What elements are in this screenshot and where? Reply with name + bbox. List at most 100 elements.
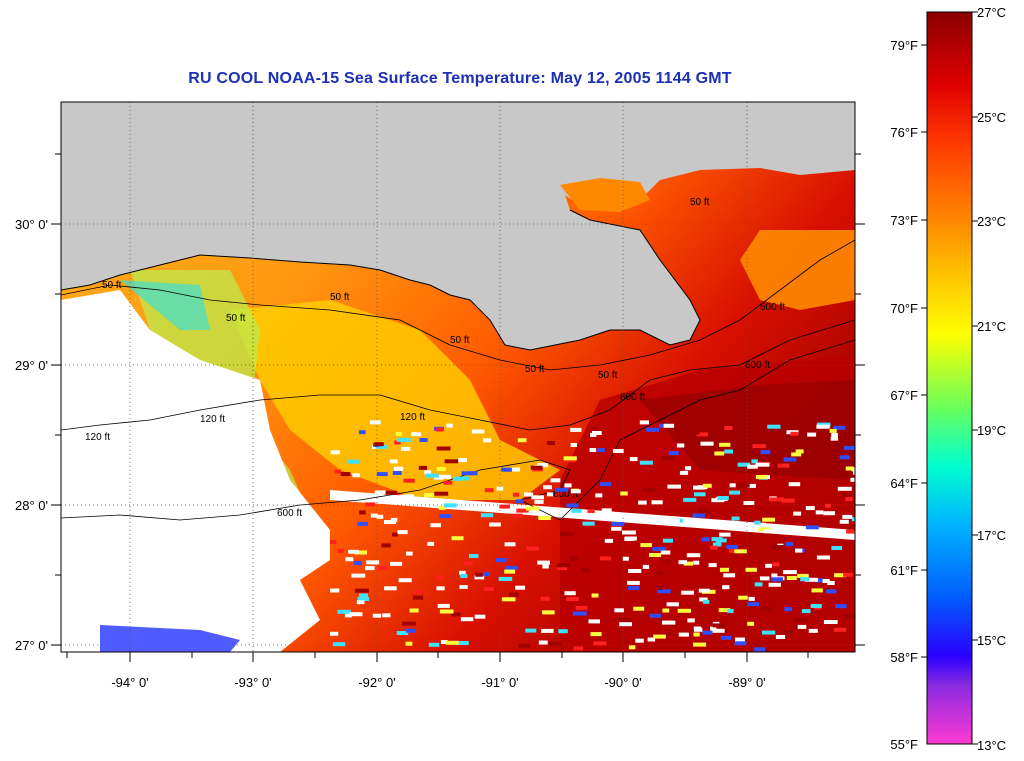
cloud-pixel: [692, 513, 705, 518]
cloud-pixel: [400, 494, 407, 499]
cloud-pixel: [693, 642, 707, 647]
data-gap-stripe: [330, 490, 855, 540]
cloud-pixel: [575, 605, 588, 610]
cloud-pixel: [588, 619, 600, 624]
cloud-pixel: [797, 573, 809, 578]
cloud-pixel: [489, 522, 501, 527]
cloud-pixel: [663, 538, 673, 543]
cloud-pixel: [825, 503, 831, 508]
cloud-pixel: [718, 608, 731, 613]
cloud-pixel: [498, 576, 513, 581]
cloud-pixel: [653, 634, 666, 639]
colorbar-c-label: 25°C: [977, 110, 1006, 125]
cloud-pixel: [698, 588, 710, 593]
cloud-pixel: [402, 621, 416, 626]
cloud-pixel: [516, 508, 529, 513]
cloud-pixel: [581, 568, 590, 573]
colorbar-ticks: [921, 11, 978, 745]
cloud-pixel: [345, 557, 354, 562]
cloud-pixel: [369, 560, 378, 565]
cloud-pixel: [687, 430, 700, 435]
cloud-pixel: [357, 521, 368, 526]
cloud-pixel: [702, 630, 713, 635]
cloud-pixel: [612, 449, 624, 453]
cloud-pixel: [372, 613, 382, 618]
cloud-pixel: [439, 514, 451, 519]
cloud-pixel: [652, 546, 666, 551]
cloud-pixel: [460, 574, 468, 578]
cloud-pixel: [436, 427, 444, 432]
cloud-pixel: [534, 499, 544, 504]
cloud-pixel: [446, 423, 453, 428]
cloud-pixel: [570, 489, 581, 494]
cloud-pixel: [542, 564, 549, 569]
isobath-label: 50 ft: [598, 370, 618, 381]
cloud-pixel: [660, 550, 671, 555]
cloud-pixel: [694, 492, 706, 497]
cloud-pixel: [439, 609, 454, 614]
cloud-pixel: [816, 555, 830, 560]
cloud-pixel: [781, 498, 795, 503]
cloud-pixel: [570, 556, 578, 561]
cloud-pixel: [640, 543, 652, 548]
cloud-pixel: [428, 642, 440, 647]
cloud-pixel: [841, 493, 853, 498]
cloud-pixel: [525, 506, 540, 511]
cloud-pixel: [686, 553, 701, 558]
cloud-pixel: [804, 577, 819, 582]
cloud-pixel: [412, 595, 424, 600]
cloud-pixel: [600, 482, 612, 487]
cloud-pixel: [595, 493, 603, 498]
cloud-pixel: [436, 575, 445, 580]
cloud-pixel: [617, 617, 631, 622]
cloud-pixel: [512, 492, 520, 497]
cloud-pixel: [666, 602, 679, 607]
cloud-pixel: [707, 455, 715, 460]
lon-label: -90° 0': [604, 675, 641, 690]
cloud-pixel: [556, 563, 570, 568]
cloud-pixel: [816, 424, 830, 429]
cloud-pixel: [418, 465, 427, 470]
cloud-pixel: [747, 464, 758, 469]
cloud-pixel: [777, 463, 790, 468]
colorbar-f-label: 70°F: [890, 301, 918, 316]
cloud-pixel: [501, 597, 516, 602]
cloud-pixel: [392, 532, 399, 537]
cloud-pixel: [540, 596, 550, 601]
cloud-pixel: [758, 522, 766, 527]
cloud-pixel: [734, 641, 747, 646]
lon-label: -89° 0': [728, 675, 765, 690]
cloud-pixel: [392, 471, 402, 475]
cloud-pixel: [445, 640, 459, 645]
cloud-pixel: [810, 604, 822, 608]
cloud-pixel-noise: [330, 420, 855, 652]
cloud-pixel: [357, 597, 370, 601]
cloud-pixel: [484, 488, 494, 493]
cloud-pixel: [526, 546, 539, 551]
isobath-label: 120 ft: [200, 414, 225, 425]
cloud-pixel: [617, 513, 628, 517]
cloud-pixel: [793, 511, 802, 516]
cloud-pixel: [365, 566, 375, 571]
cloud-pixel: [723, 573, 736, 578]
cloud-pixel: [566, 597, 579, 601]
cloud-pixel: [808, 628, 818, 633]
cloud-pixel: [443, 480, 453, 485]
cloud-pixel: [451, 536, 464, 541]
isobath-50ft: [61, 239, 855, 371]
cloud-pixel: [719, 567, 729, 572]
cloud-pixel: [760, 607, 773, 611]
map-panel: 50 ft 50 ft 50 ft 50 ft 50 ft 50 ft 50 f…: [61, 102, 855, 652]
cloud-pixel: [657, 589, 671, 594]
cloud-pixel: [785, 542, 794, 547]
cloud-pixel: [411, 432, 422, 437]
cloud-pixel: [395, 432, 402, 436]
cloud-pixel: [436, 446, 451, 451]
cloud-pixel: [518, 643, 531, 648]
cloud-pixel: [396, 437, 411, 442]
cloud-pixel: [463, 561, 473, 566]
cloud-pixel: [772, 562, 780, 567]
cloud-pixel: [403, 478, 415, 483]
cloud-pixel: [762, 517, 775, 522]
cloud-pixel: [783, 457, 797, 462]
